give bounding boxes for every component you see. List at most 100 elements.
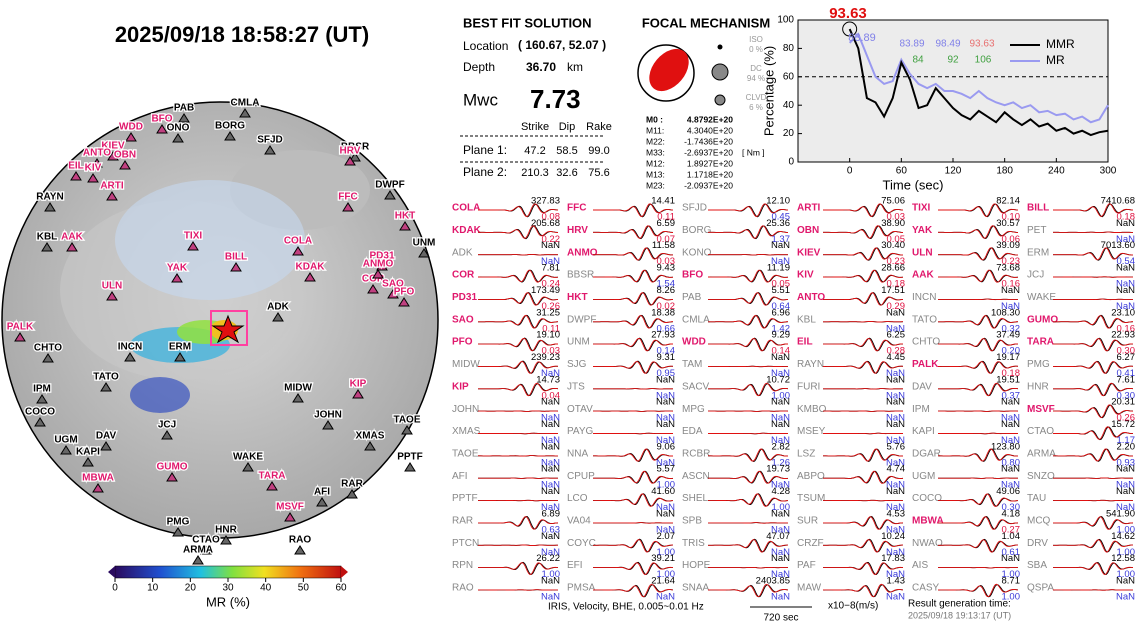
station-marker (316, 497, 328, 507)
synthetic-trace (823, 470, 904, 484)
station-marker (174, 352, 186, 362)
station-vr: NaN (656, 390, 675, 401)
station-amplitude: NaN (541, 575, 560, 586)
x-tick-label: 240 (1048, 166, 1065, 177)
footer-info: IRIS, Velocity, BHE, 0.005~0.01 Hz (548, 602, 704, 613)
station-name: TAU (1027, 493, 1046, 504)
component-label: CLVD (746, 93, 767, 102)
station-vr: 1.00 (657, 480, 676, 491)
station-amplitude: NaN (886, 419, 905, 430)
station-amplitude: 19.10 (536, 330, 560, 341)
station-marker (106, 191, 118, 201)
synthetic-trace (593, 470, 674, 484)
label: Depth (463, 60, 495, 74)
focal-title: FOCAL MECHANISM (642, 15, 770, 30)
station-marker (264, 145, 276, 155)
station-label: WDD (119, 122, 143, 133)
station-vr: 1.00 (1117, 524, 1136, 535)
station-name: RAR (452, 516, 473, 527)
station-label: COCO (25, 407, 55, 418)
station-name: TRIS (682, 538, 705, 549)
station-amplitude: 22.93 (1111, 330, 1135, 341)
station-label: SAO (382, 279, 404, 290)
station-amplitude: 17.83 (881, 553, 905, 564)
colorbar-tick-label: 50 (298, 583, 310, 594)
station-vr: NaN (541, 480, 560, 491)
station-label: KIEV (101, 141, 125, 152)
series-line (848, 28, 1109, 137)
station-amplitude: NaN (1116, 575, 1135, 586)
station-label: CMLA (231, 98, 260, 109)
moment-value: 1.1718E+20 (687, 169, 733, 179)
synthetic-trace (938, 477, 1018, 479)
station-name: KIV (797, 270, 814, 281)
synthetic-trace (1053, 361, 1134, 374)
station-vr: 0.11 (657, 212, 675, 223)
synthetic-trace (823, 562, 904, 576)
station-marker (200, 545, 212, 555)
station-name: KBL (797, 314, 816, 325)
station-name: MBWA (912, 516, 944, 527)
synthetic-trace (938, 410, 1019, 412)
station-label: RAR (341, 479, 363, 490)
synthetic-trace (823, 499, 903, 502)
station-label: ADK (267, 302, 289, 313)
station-marker (82, 457, 94, 467)
moment-label: M11: (646, 125, 664, 135)
station-vr: NaN (1116, 234, 1135, 245)
station-marker (172, 133, 184, 143)
mr-field (115, 180, 305, 300)
station-vr: 0.30 (1117, 346, 1136, 357)
station-vr: NaN (886, 524, 905, 535)
synthetic-trace (593, 410, 674, 412)
station-amplitude: 12.10 (766, 196, 790, 207)
synthetic-trace (823, 269, 904, 283)
station-name: KIEV (797, 247, 821, 258)
station-vr: NaN (886, 569, 905, 580)
synthetic-trace (938, 225, 1019, 239)
station-label: GUMO (156, 462, 187, 473)
station-name: ASCN (682, 471, 710, 482)
synthetic-trace (708, 382, 789, 397)
station-amplitude: NaN (541, 531, 560, 542)
station-label: PAB (174, 103, 194, 114)
plane-label: Plane 1: (463, 143, 507, 157)
synthetic-trace (823, 388, 903, 390)
synthetic-trace (938, 516, 1019, 530)
annotation: 83.89 (848, 32, 876, 44)
station-vr: 0.64 (772, 301, 791, 312)
station-name: ANTO (797, 292, 825, 303)
station-vr: 0.23 (1002, 256, 1021, 267)
station-marker (401, 425, 413, 435)
station-amplitude: 327.83 (531, 196, 560, 207)
station-amplitude: NaN (886, 397, 905, 408)
station-label: BORG (215, 121, 245, 132)
station-amplitude: 7013.60 (1101, 240, 1135, 251)
moment-label: M0 : (646, 114, 663, 124)
station-amplitude: 41.60 (651, 486, 675, 497)
station-amplitude: 28.66 (881, 263, 905, 274)
footer: IRIS, Velocity, BHE, 0.005~0.01 Hz 720 s… (548, 599, 1011, 624)
station-vr: 0.10 (1002, 212, 1021, 223)
station-vr: 0.30 (1002, 502, 1021, 513)
station-marker (172, 527, 184, 537)
station-marker (119, 160, 131, 170)
moment-unit: [ Nm ] (742, 147, 765, 157)
synthetic-trace (708, 292, 789, 306)
synthetic-trace (708, 225, 789, 239)
station-label: INCN (118, 342, 142, 353)
dc-ball (711, 63, 729, 81)
synthetic-trace (478, 314, 559, 329)
plane-value: 210.3 (521, 167, 549, 179)
station-marker (272, 312, 284, 322)
synthetic-trace (1053, 337, 1133, 352)
station-vr: NaN (886, 457, 905, 468)
station-name: SPB (682, 516, 702, 527)
station-amplitude: 10.24 (881, 531, 905, 542)
station-vr: NaN (771, 524, 790, 535)
station-label: KDAK (296, 262, 326, 273)
moment-value: 1.8927E+20 (687, 158, 733, 168)
station-vr: 0.08 (542, 212, 561, 223)
synthetic-trace (478, 225, 559, 239)
station-amplitude: 239.23 (531, 352, 560, 363)
